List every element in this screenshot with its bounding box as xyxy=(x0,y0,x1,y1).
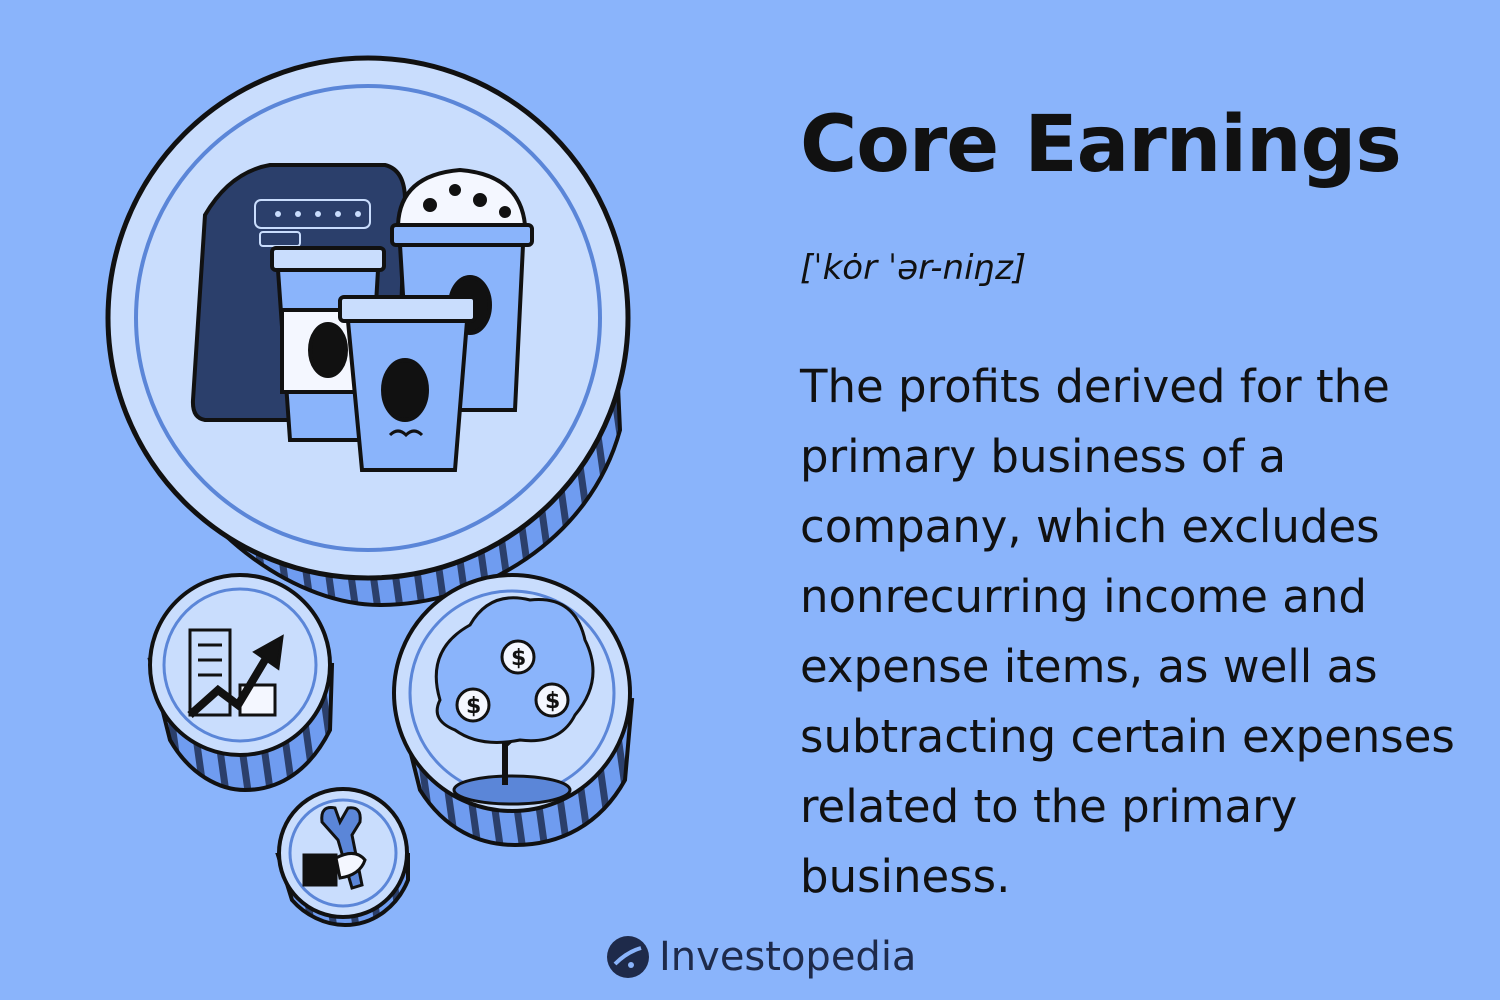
definition-text: The profits derived for the primary busi… xyxy=(800,352,1460,912)
dollar-sign: $ xyxy=(545,689,560,714)
brand-name: Investopedia xyxy=(659,934,916,980)
brand-logo: Investopedia xyxy=(605,932,916,982)
dollar-sign: $ xyxy=(511,646,526,671)
page-title: Core Earnings xyxy=(800,100,1401,190)
investopedia-logo-icon xyxy=(605,934,651,980)
dollar-sign: $ xyxy=(466,694,481,719)
pronunciation: [ˈkȯr ˈər-niŋz] xyxy=(800,248,1026,288)
front-coffee-cup-icon xyxy=(340,297,475,470)
growth-coin xyxy=(150,575,332,790)
coins-illustration: $ $ $ xyxy=(0,0,760,1000)
